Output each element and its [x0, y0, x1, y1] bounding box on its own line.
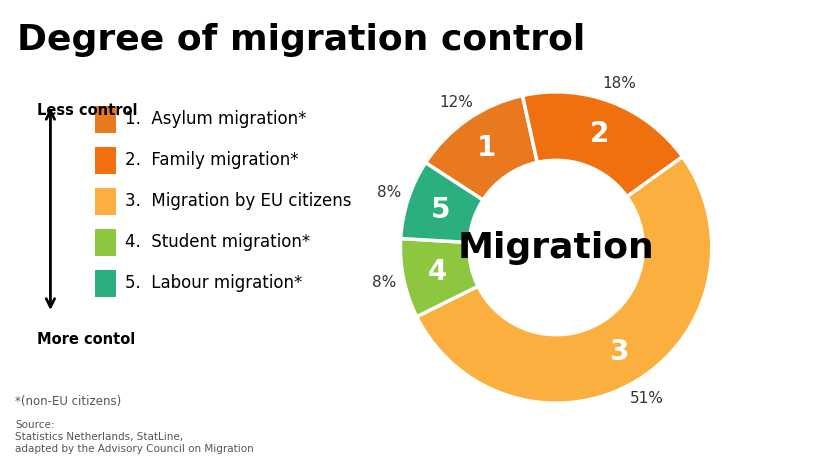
Wedge shape: [426, 96, 537, 200]
Text: 3.  Migration by EU citizens: 3. Migration by EU citizens: [125, 192, 352, 210]
Text: 5: 5: [431, 196, 451, 224]
Text: 51%: 51%: [630, 391, 664, 406]
Wedge shape: [417, 157, 712, 403]
Text: 5.  Labour migration*: 5. Labour migration*: [125, 275, 302, 292]
Text: 4.  Student migration*: 4. Student migration*: [125, 234, 310, 251]
Text: *(non-EU citizens): *(non-EU citizens): [15, 395, 121, 408]
Text: 12%: 12%: [439, 95, 473, 111]
Text: 8%: 8%: [372, 275, 396, 290]
FancyBboxPatch shape: [95, 147, 116, 174]
Text: 4: 4: [427, 258, 447, 286]
Text: Source:
Statistics Netherlands, StatLine,
adapted by the Advisory Council on Mig: Source: Statistics Netherlands, StatLine…: [15, 420, 254, 453]
FancyBboxPatch shape: [95, 106, 116, 133]
Wedge shape: [523, 92, 682, 197]
Wedge shape: [400, 239, 478, 317]
Text: 1: 1: [477, 134, 496, 162]
Text: Degree of migration control: Degree of migration control: [17, 23, 585, 57]
Text: 1.  Asylum migration*: 1. Asylum migration*: [125, 110, 306, 128]
Text: More contol: More contol: [37, 332, 135, 347]
FancyBboxPatch shape: [95, 270, 116, 297]
Text: Migration: Migration: [457, 231, 655, 264]
Text: 2: 2: [590, 120, 609, 148]
Text: 18%: 18%: [602, 76, 636, 91]
FancyBboxPatch shape: [95, 229, 116, 256]
Text: 2.  Family migration*: 2. Family migration*: [125, 151, 299, 169]
Text: 3: 3: [609, 338, 628, 366]
Text: 8%: 8%: [377, 185, 401, 200]
Text: Less control: Less control: [37, 103, 138, 118]
Wedge shape: [401, 163, 483, 242]
FancyBboxPatch shape: [95, 188, 116, 215]
